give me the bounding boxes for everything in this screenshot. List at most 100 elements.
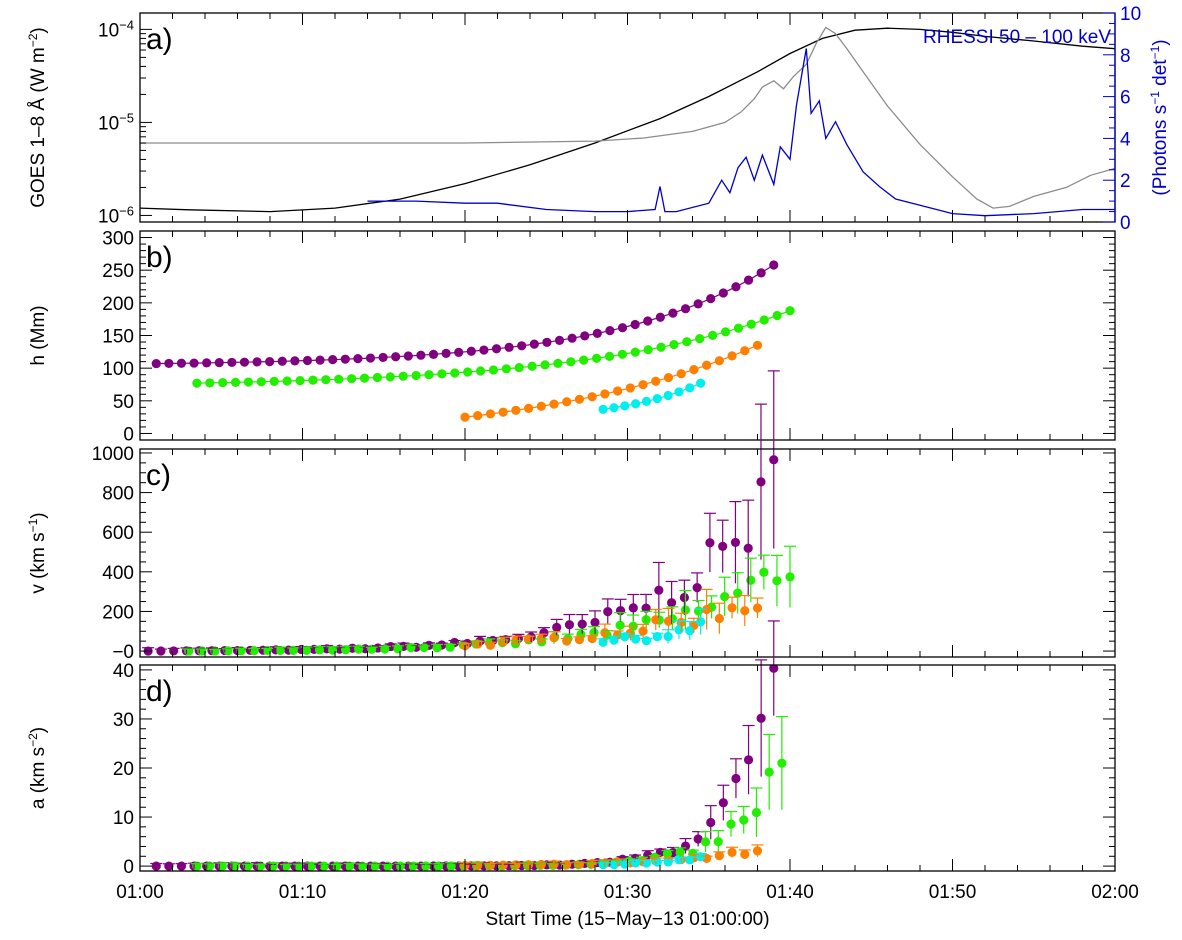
panel-b-ytick-label: 100 [102,359,134,380]
height-point [202,358,212,368]
panel-d-ylabel-part: ) [28,727,49,733]
panel-a [139,26,1116,217]
panel-a-ytick-label: 10−5 [98,110,134,135]
height-point [353,354,363,364]
tick-exponent: −6 [119,203,134,218]
height-point [411,370,421,381]
height-point [756,268,766,278]
height-point [514,362,524,373]
panel-b-ytick-label: 200 [102,294,134,315]
panel-a-y2tick-label: 2 [1120,171,1131,192]
height-point [579,355,589,365]
height-point [302,355,313,366]
panel-a-ylabel: GOES 1–8 Å (W m−2) [26,27,49,208]
height-series-3-line [603,382,701,410]
rhessi-legend: RHESSI 50 – 100 keV [923,27,1111,48]
height-point [252,357,262,367]
panel-c-ylabel-part: ) [28,512,49,518]
height-point [523,403,534,413]
height-point [473,410,483,421]
series-rhessi-line [367,48,1115,217]
height-point [441,348,451,358]
panel-b-ylabel: h (Mm) [28,305,49,365]
panel-c-ytick-label: 200 [102,602,134,623]
height-point [428,349,439,359]
height-point [617,323,628,333]
height-point [340,354,350,364]
height-point [269,376,279,386]
height-point [504,342,514,352]
y2label-part: −1 [1148,45,1162,59]
x-tick-label: 01:40 [766,882,814,903]
height-point [708,330,718,340]
height-point [785,306,795,316]
panel-c-ytick-label: −0 [112,642,134,663]
height-point [403,351,413,361]
panel-c-ylabel-part: v (km s [28,532,49,593]
x-tick-label: 01:10 [279,882,327,903]
height-point [625,383,635,393]
height-point [720,327,731,337]
x-tick-label: 01:30 [604,882,652,903]
height-point [511,405,521,415]
height-point [638,380,648,390]
height-point [416,350,426,360]
height-point [689,365,699,375]
height-point [290,356,300,366]
height-point [549,399,559,409]
height-point [605,326,615,336]
height-point [630,319,640,330]
height-point [651,376,661,386]
height-point [498,407,508,417]
panel-b-ytick-label: 250 [102,261,134,282]
height-point [682,337,692,347]
height-point [727,351,737,361]
panel-a-y2tick-label: 8 [1120,46,1131,67]
height-point [574,394,585,404]
height-point [424,370,434,380]
panel-c-ytick-label: 1000 [92,444,134,465]
panel-a-y2tick-label: 6 [1120,88,1131,109]
height-point [604,351,615,361]
panel-b-ytick-label: 50 [113,392,134,413]
height-point [643,316,653,326]
height-point [553,358,563,368]
panel-d-ytick-label: 0 [123,857,134,878]
height-point [475,366,486,376]
height-point [527,361,537,371]
height-point [488,365,499,375]
height-point [562,397,572,407]
height-point [718,288,728,298]
height-point [566,357,576,367]
height-point [630,347,640,357]
height-point [501,364,511,374]
height-point [706,294,716,304]
x-axis-label: Start Time (15−May−13 01:00:00) [485,909,769,930]
height-point [192,378,202,388]
height-point [151,358,161,369]
height-point [359,373,370,383]
panel-d-ylabel: a (km s−2) [26,727,49,809]
height-point [655,312,665,322]
y2label-part: (Photons s [1150,105,1171,196]
panel-c-ytick-label: 400 [102,563,134,584]
panel-d-ytick-label: 30 [113,710,134,731]
height-point [378,352,388,363]
x-tick-label: 01:50 [929,882,977,903]
height-point [600,389,610,399]
height-point [554,335,565,345]
y2label-part: det [1150,59,1171,91]
height-point [592,328,602,338]
height-point [669,339,679,350]
height-point [663,372,674,383]
panel-d-ytick-label: 20 [113,759,134,780]
height-point [733,323,744,333]
x-tick-label: 01:00 [116,882,164,903]
panel-b-label: b) [146,241,173,274]
height-point [714,356,724,366]
panel-b-ytick-label: 0 [123,424,134,445]
height-point [680,304,691,314]
panel-a-y2tick-label: 10 [1120,4,1141,25]
panel-a-y2label: (Photons s−1 det−1) [1148,39,1171,195]
